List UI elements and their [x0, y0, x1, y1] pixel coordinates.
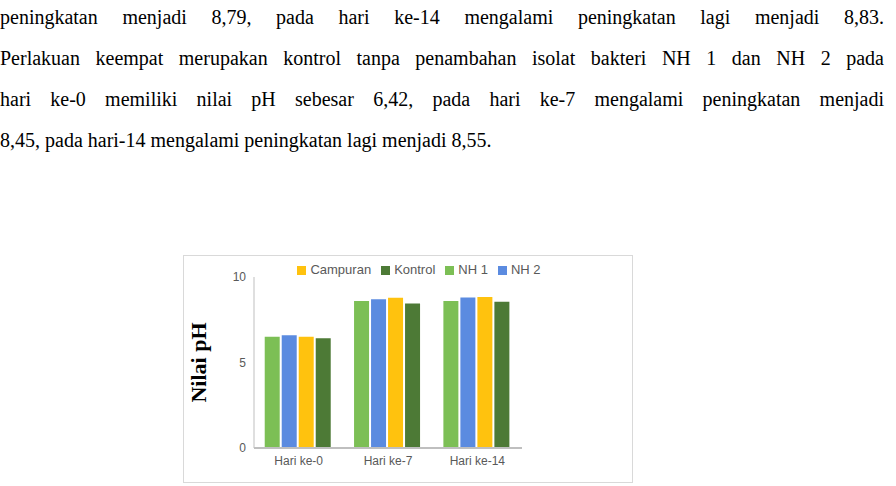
svg-text:Nilai pH: Nilai pH [186, 322, 211, 402]
svg-text:5: 5 [239, 356, 246, 370]
svg-text:Hari ke-7: Hari ke-7 [364, 454, 413, 468]
html-text:NH 1: NH 1 [458, 262, 488, 277]
html-text:8,45, pada hari-14 mengalami p: 8,45, pada hari-14 mengalami peningkatan… [0, 129, 492, 151]
html-text:Campuran: Campuran [310, 262, 372, 277]
html-text:hari ke-0 memiliki nilai pH se: hari ke-0 memiliki nilai pH sebesar 6,42… [0, 88, 884, 110]
html-text:peningkatan menjadi 8,79, pada: peningkatan menjadi 8,79, pada hari ke-1… [0, 6, 884, 28]
svg-text:Hari ke-0: Hari ke-0 [274, 454, 323, 468]
svg-text:0: 0 [239, 441, 246, 455]
html-text:Perlakuan keempat merupakan ko: Perlakuan keempat merupakan kontrol tanp… [0, 47, 884, 69]
html-text:Kontrol: Kontrol [394, 262, 436, 277]
html-text:NH 2: NH 2 [511, 262, 541, 277]
svg-text:Hari ke-14: Hari ke-14 [450, 454, 506, 468]
svg-text:10: 10 [233, 270, 247, 284]
